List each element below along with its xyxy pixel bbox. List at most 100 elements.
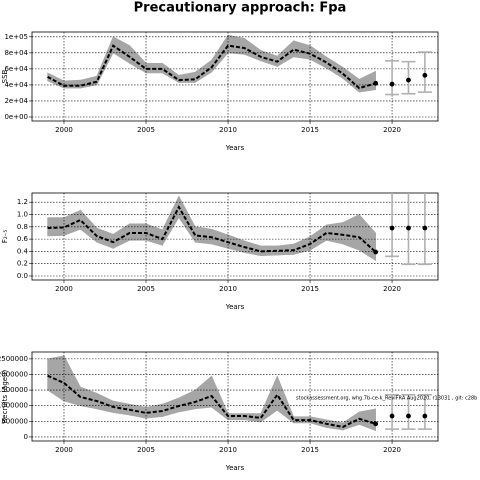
error-bar [385,393,400,430]
estimate-line [47,205,377,253]
confidence-band [96,392,114,413]
plot-frame [31,351,439,442]
projection-point [406,225,411,231]
y-tick-label: 0e+00 [4,113,28,121]
confidence-band [227,234,245,254]
confidence-band [227,34,245,55]
projection-point [389,413,395,419]
projection-point [389,81,395,87]
x-tick-label: 2010 [219,446,237,454]
x-tick-label: 2020 [383,126,401,134]
confidence-band [178,195,196,244]
x-tick-label: 2010 [219,285,237,293]
confidence-band [162,195,180,247]
error-bar [401,60,416,95]
confidence-band [112,223,130,249]
error-bar [401,193,416,266]
confidence-band [80,209,98,243]
x-tick-label: 2015 [301,285,319,293]
y-axis-label: F₂₋₅ [1,230,9,244]
projection-point [406,77,411,83]
confidence-band [276,40,294,68]
x-tick-label: 2020 [383,446,401,454]
y-tick-label: 1000000 [0,402,28,410]
error-bar [417,193,432,266]
confidence-band [194,59,212,84]
estimate-line [47,44,376,90]
confidence-band [112,36,130,64]
y-axis-label: Recruits (age0) [1,369,9,423]
confidence-band [194,375,212,410]
x-axis-label: Years [225,144,245,152]
confidence-band [342,214,360,251]
x-tick-label: 2015 [301,126,319,134]
y-tick-label: 1.0 [17,211,28,219]
error-bar [417,51,432,93]
y-tick-label: 0.8 [17,223,28,231]
confidence-band [309,45,327,69]
projection-point [373,249,379,255]
y-tick-label: 2e+04 [4,97,28,105]
confidence-band [358,213,376,262]
confidence-band [63,355,81,407]
y-tick-label: 0.0 [17,272,28,280]
projection-point [422,225,428,231]
x-axis-label: Years [225,464,245,472]
x-tick-label: 2015 [301,446,319,454]
x-tick-label: 2010 [219,126,237,134]
y-tick-label: 2500000 [0,355,28,363]
confidence-band [358,408,376,432]
projection-point [389,225,395,231]
plot-frame [31,31,439,122]
confidence-band [178,389,196,413]
error-bar [401,393,416,430]
y-tick-label: 0.6 [17,235,29,243]
plot-frame [31,192,439,281]
projection-point [373,80,379,86]
error-bar [385,193,400,258]
y-tick-label: 6e+04 [4,65,28,73]
y-tick-label: 0.2 [17,260,28,268]
x-tick-label: 2005 [137,285,155,293]
confidence-band [211,34,229,73]
projection-point [373,421,379,427]
x-tick-label: 2020 [383,285,401,293]
y-tick-label: 1e+05 [4,33,28,41]
confidence-band [96,227,114,249]
y-tick-label: 1500000 [0,386,28,394]
confidence-band [145,223,163,246]
x-tick-label: 2005 [137,446,155,454]
confidence-band [342,66,360,93]
x-axis-label: Years [225,303,245,311]
x-tick-label: 2000 [55,285,73,293]
y-tick-label: 1.2 [17,198,28,206]
confidence-band [309,416,327,428]
confidence-band [211,228,229,249]
x-tick-label: 2000 [55,126,73,134]
confidence-band [244,37,262,62]
y-tick-label: 0.4 [17,247,29,255]
x-tick-label: 2000 [55,446,73,454]
projection-point [422,72,428,78]
confidence-band [227,413,245,421]
error-bar [417,393,432,430]
projection-point [422,413,428,419]
y-tick-label: 2000000 [0,370,28,378]
confidence-band [358,70,376,93]
confidence-band [211,375,229,421]
error-bar [385,60,400,96]
y-axis-label: SSB [1,69,9,83]
projection-point [406,413,411,419]
chart-title: Precautionary approach: Fpa [134,1,347,16]
x-tick-label: 2005 [137,126,155,134]
y-tick-label: 8e+04 [4,49,28,57]
annotation: stockassessment.org, whg.7b-ce-k_ReviFRA… [296,396,477,402]
y-tick-label: 4e+04 [4,81,28,89]
estimate-line [47,374,376,428]
confidence-band [112,400,130,416]
y-tick-label: 500000 [1,417,28,425]
confidence-band [63,79,81,89]
y-tick-label: 0 [24,433,28,441]
